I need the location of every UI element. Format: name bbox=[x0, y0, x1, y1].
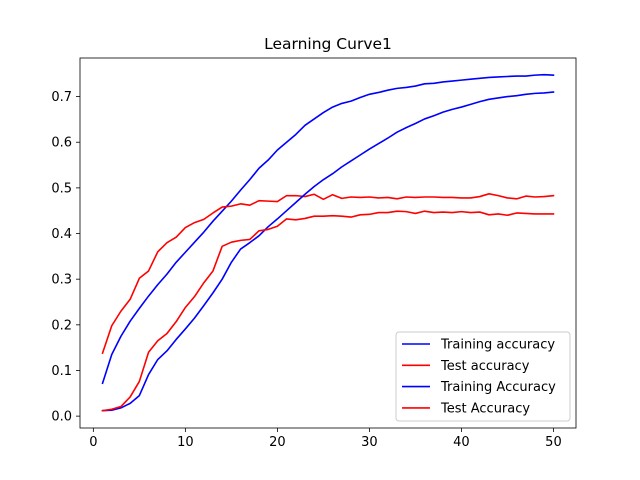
y-tick-label: 0.5 bbox=[51, 181, 72, 196]
y-tick-label: 0.6 bbox=[51, 136, 72, 151]
y-tick-label: 0.3 bbox=[51, 273, 72, 288]
legend-box bbox=[395, 331, 571, 422]
y-tick-label: 0.2 bbox=[51, 318, 72, 333]
x-tick-label: 0 bbox=[89, 435, 97, 450]
legend-label: Training Accuracy bbox=[440, 380, 556, 395]
plot-lines bbox=[101, 73, 555, 412]
y-tick-label: 0.4 bbox=[51, 227, 72, 242]
x-tick-label: 40 bbox=[453, 435, 470, 450]
y-axis: 0.0 0.1 0.2 0.3 0.4 0.5 0.6 0.7 bbox=[51, 90, 80, 425]
series-line-2 bbox=[101, 193, 555, 355]
x-tick-label: 20 bbox=[269, 435, 286, 450]
x-tick-label: 50 bbox=[545, 435, 562, 450]
chart-title: Learning Curve1 bbox=[264, 35, 392, 53]
series-line-4 bbox=[101, 210, 555, 412]
legend-label: Test Accuracy bbox=[440, 401, 530, 416]
x-tick-label: 30 bbox=[361, 435, 378, 450]
y-tick-label: 0.7 bbox=[51, 90, 72, 105]
series-line-1 bbox=[101, 73, 555, 385]
legend-label: Training accuracy bbox=[440, 338, 555, 353]
x-axis: 0 10 20 30 40 50 bbox=[89, 428, 562, 450]
plot-frame bbox=[79, 57, 577, 429]
y-tick-label: 0.0 bbox=[51, 410, 72, 425]
x-tick-label: 10 bbox=[177, 435, 194, 450]
legend-label: Test accuracy bbox=[440, 359, 530, 374]
legend: Training accuracy Test accuracy Training A… bbox=[395, 331, 571, 422]
series-line-3 bbox=[101, 91, 555, 412]
y-tick-label: 0.1 bbox=[51, 364, 72, 379]
